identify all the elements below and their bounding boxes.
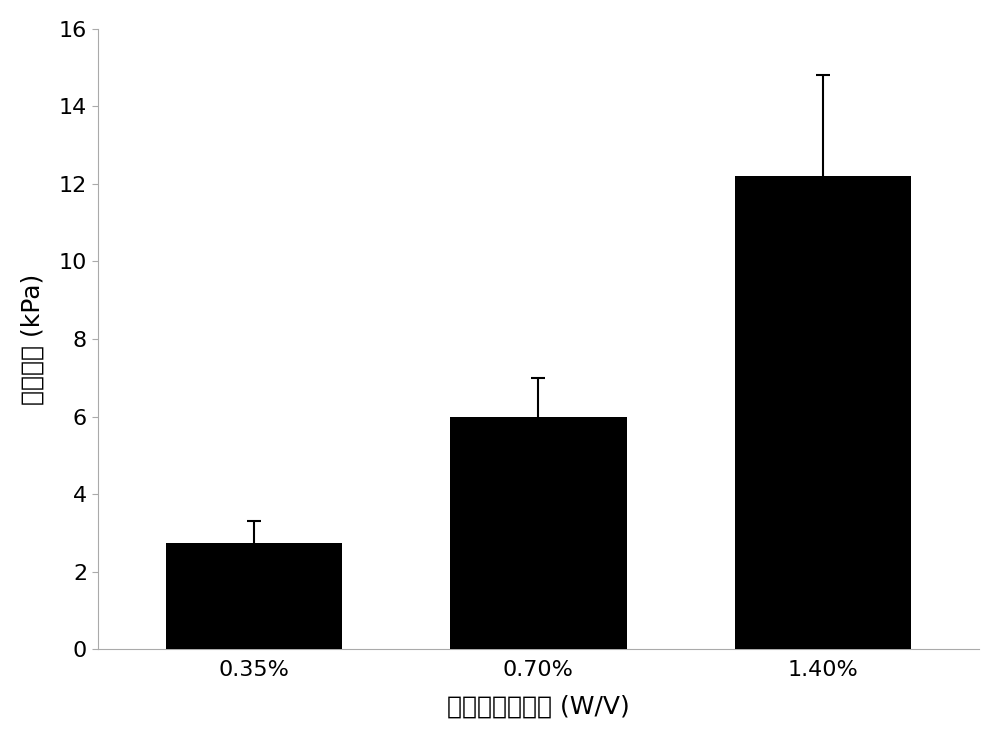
Y-axis label: 弹性模量 (kPa): 弹性模量 (kPa) (21, 273, 45, 405)
X-axis label: 琼脂糖质量浓度 (W/V): 琼脂糖质量浓度 (W/V) (447, 694, 630, 718)
Bar (166, 542, 342, 649)
Bar (735, 176, 911, 649)
Bar (450, 417, 627, 649)
